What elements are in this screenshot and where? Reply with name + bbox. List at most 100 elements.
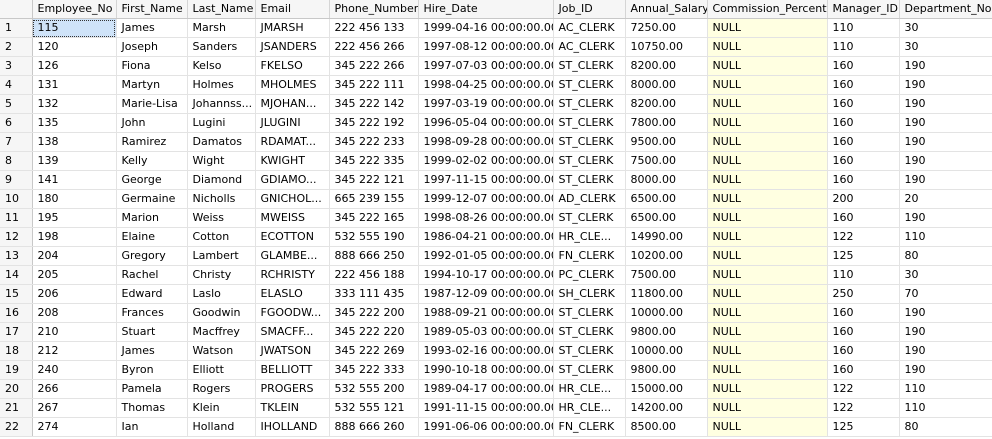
cell-manager-id[interactable]: 122 [827,379,900,399]
cell-phone-number[interactable]: 532 555 190 [329,227,419,247]
cell-hire-date[interactable]: 1997-08-12 00:00:00.000 [418,37,554,57]
cell-hire-date[interactable]: 1989-05-03 00:00:00.000 [418,322,554,342]
cell-first-name[interactable]: Thomas [116,398,188,418]
cell-commission-percent[interactable]: NULL [707,75,828,95]
table-row[interactable]: 17 210 Stuart Macffrey SMACFF... 345 222 220 1… [0,322,992,342]
cell-first-name[interactable]: James [116,18,188,38]
cell-manager-id[interactable]: 160 [827,322,900,342]
cell-email[interactable]: GDIAMO... [255,170,330,190]
cell-employee-no[interactable]: 212 [32,341,117,361]
cell-phone-number[interactable]: 345 222 200 [329,303,419,323]
cell-row-number[interactable]: 20 [0,379,33,399]
cell-hire-date[interactable]: 1999-02-02 00:00:00.000 [418,151,554,171]
cell-hire-date[interactable]: 1988-09-21 00:00:00.000 [418,303,554,323]
cell-manager-id[interactable]: 160 [827,303,900,323]
cell-department-no[interactable]: 190 [899,151,992,171]
cell-commission-percent[interactable]: NULL [707,398,828,418]
cell-commission-percent[interactable]: NULL [707,56,828,76]
cell-first-name[interactable]: Ramirez [116,132,188,152]
column-header-job-id[interactable]: Job_ID [553,0,626,19]
column-header-phone-number[interactable]: Phone_Number [329,0,419,19]
cell-row-number[interactable]: 22 [0,417,33,437]
column-header-first-name[interactable]: First_Name [116,0,188,19]
cell-first-name[interactable]: Joseph [116,37,188,57]
cell-last-name[interactable]: Laslo [187,284,256,304]
cell-row-number[interactable]: 13 [0,246,33,266]
cell-job-id[interactable]: AC_CLERK [553,37,626,57]
cell-commission-percent[interactable]: NULL [707,265,828,285]
cell-manager-id[interactable]: 160 [827,360,900,380]
cell-hire-date[interactable]: 1996-05-04 00:00:00.000 [418,113,554,133]
column-header-row-number[interactable] [0,0,33,19]
cell-department-no[interactable]: 190 [899,94,992,114]
cell-phone-number[interactable]: 345 222 165 [329,208,419,228]
cell-manager-id[interactable]: 160 [827,132,900,152]
cell-phone-number[interactable]: 888 666 260 [329,417,419,437]
cell-commission-percent[interactable]: NULL [707,322,828,342]
cell-employee-no[interactable]: 139 [32,151,117,171]
cell-department-no[interactable]: 190 [899,113,992,133]
table-row[interactable]: 14 205 Rachel Christy RCHRISTY 222 456 188 199… [0,265,992,285]
cell-annual-salary[interactable]: 10750.00 [625,37,708,57]
cell-email[interactable]: JSANDERS [255,37,330,57]
cell-annual-salary[interactable]: 9800.00 [625,322,708,342]
cell-email[interactable]: SMACFF... [255,322,330,342]
cell-department-no[interactable]: 190 [899,208,992,228]
cell-email[interactable]: ECOTTON [255,227,330,247]
cell-hire-date[interactable]: 1997-03-19 00:00:00.000 [418,94,554,114]
cell-email[interactable]: FKELSO [255,56,330,76]
cell-email[interactable]: GNICHOL... [255,189,330,209]
cell-manager-id[interactable]: 110 [827,18,900,38]
cell-department-no[interactable]: 80 [899,417,992,437]
cell-department-no[interactable]: 30 [899,18,992,38]
cell-row-number[interactable]: 10 [0,189,33,209]
cell-commission-percent[interactable]: NULL [707,227,828,247]
cell-department-no[interactable]: 30 [899,37,992,57]
cell-department-no[interactable]: 190 [899,360,992,380]
cell-phone-number[interactable]: 345 222 266 [329,56,419,76]
cell-row-number[interactable]: 1 [0,18,33,38]
cell-row-number[interactable]: 18 [0,341,33,361]
cell-email[interactable]: JLUGINI [255,113,330,133]
cell-annual-salary[interactable]: 11800.00 [625,284,708,304]
cell-manager-id[interactable]: 200 [827,189,900,209]
cell-hire-date[interactable]: 1999-12-07 00:00:00.000 [418,189,554,209]
cell-phone-number[interactable]: 665 239 155 [329,189,419,209]
cell-email[interactable]: GLAMBE... [255,246,330,266]
cell-last-name[interactable]: Cotton [187,227,256,247]
cell-job-id[interactable]: ST_CLERK [553,303,626,323]
cell-row-number[interactable]: 5 [0,94,33,114]
cell-last-name[interactable]: Sanders [187,37,256,57]
column-header-department-no[interactable]: Department_No [899,0,992,19]
table-row[interactable]: 15 206 Edward Laslo ELASLO 333 111 435 1987-12… [0,284,992,304]
cell-job-id[interactable]: FN_CLERK [553,417,626,437]
cell-manager-id[interactable]: 160 [827,151,900,171]
cell-commission-percent[interactable]: NULL [707,151,828,171]
cell-phone-number[interactable]: 333 111 435 [329,284,419,304]
cell-commission-percent[interactable]: NULL [707,189,828,209]
cell-hire-date[interactable]: 1998-09-28 00:00:00.000 [418,132,554,152]
cell-row-number[interactable]: 21 [0,398,33,418]
table-row[interactable]: 13 204 Gregory Lambert GLAMBE... 888 666 250 1… [0,246,992,266]
cell-last-name[interactable]: Wight [187,151,256,171]
cell-email[interactable]: BELLIOTT [255,360,330,380]
cell-first-name[interactable]: Ian [116,417,188,437]
cell-first-name[interactable]: John [116,113,188,133]
cell-row-number[interactable]: 6 [0,113,33,133]
cell-last-name[interactable]: Lugini [187,113,256,133]
cell-email[interactable]: MJOHAN... [255,94,330,114]
cell-employee-no[interactable]: 267 [32,398,117,418]
cell-phone-number[interactable]: 345 222 269 [329,341,419,361]
cell-first-name[interactable]: Frances [116,303,188,323]
column-header-last-name[interactable]: Last_Name [187,0,256,19]
cell-employee-no[interactable]: 206 [32,284,117,304]
cell-last-name[interactable]: Damatos [187,132,256,152]
cell-employee-no[interactable]: 180 [32,189,117,209]
cell-phone-number[interactable]: 345 222 220 [329,322,419,342]
cell-employee-no[interactable]: 120 [32,37,117,57]
cell-hire-date[interactable]: 1997-07-03 00:00:00.000 [418,56,554,76]
cell-row-number[interactable]: 3 [0,56,33,76]
cell-annual-salary[interactable]: 7500.00 [625,265,708,285]
table-row[interactable]: 8 139 Kelly Wight KWIGHT 345 222 335 1999-02-0… [0,151,992,171]
cell-first-name[interactable]: Byron [116,360,188,380]
